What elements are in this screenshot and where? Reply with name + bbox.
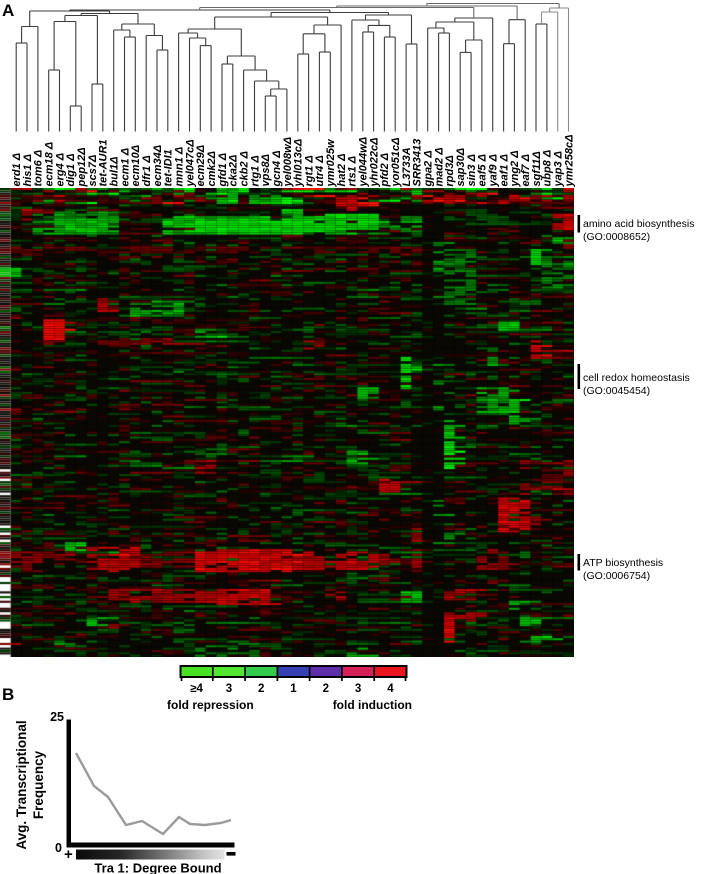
svg-text:tom6 Δ: tom6 Δ — [33, 150, 45, 187]
svg-text:pep12Δ: pep12Δ — [76, 147, 88, 187]
svg-text:gpa2 Δ: gpa2 Δ — [423, 150, 435, 187]
svg-text:tet-IDI1: tet-IDI1 — [163, 149, 175, 186]
svg-text:sin3 Δ: sin3 Δ — [466, 154, 478, 186]
svg-text:dfr1 Δ: dfr1 Δ — [141, 155, 153, 186]
svg-text:25: 25 — [50, 710, 64, 724]
svg-text:0: 0 — [55, 841, 62, 855]
svg-text:2: 2 — [323, 683, 329, 695]
svg-text:mad2 Δ: mad2 Δ — [433, 147, 445, 186]
svg-text:utr4 Δ: utr4 Δ — [314, 155, 326, 186]
svg-text:A: A — [2, 1, 14, 20]
svg-text:gfd1 Δ: gfd1 Δ — [217, 153, 229, 188]
svg-text:rpd3Δ: rpd3Δ — [444, 155, 456, 186]
svg-text:erg4 Δ: erg4 Δ — [54, 153, 66, 187]
svg-text:vps8Δ: vps8Δ — [260, 154, 272, 186]
svg-text:ecm10Δ: ecm10Δ — [130, 145, 142, 187]
svg-text:ymr258cΔ: ymr258cΔ — [563, 134, 575, 187]
svg-text:rgt1 Δ: rgt1 Δ — [303, 155, 315, 186]
svg-text:pfd2 Δ: pfd2 Δ — [379, 153, 391, 188]
svg-text:yap3 Δ: yap3 Δ — [553, 151, 565, 188]
svg-text:(GO:0008652): (GO:0008652) — [583, 231, 650, 243]
svg-text:fold induction: fold induction — [333, 698, 412, 712]
svg-text:amino acid biosynthesis: amino acid biosynthesis — [583, 218, 694, 230]
svg-text:his1 Δ: his1 Δ — [22, 154, 34, 186]
svg-text:3: 3 — [355, 683, 361, 695]
svg-text:ecm29Δ: ecm29Δ — [195, 145, 207, 187]
svg-text:yel008wΔ: yel008wΔ — [282, 137, 294, 188]
svg-text:ecm1 Δ: ecm1 Δ — [119, 148, 131, 187]
svg-text:gcn4 Δ: gcn4 Δ — [271, 150, 283, 187]
svg-text:yel044wΔ: yel044wΔ — [358, 137, 370, 188]
svg-text:bul1Δ: bul1Δ — [109, 157, 121, 187]
svg-text:yhr022cΔ: yhr022cΔ — [368, 138, 380, 188]
svg-text:mnn1 Δ: mnn1 Δ — [173, 147, 185, 187]
svg-text:Tra 1: Degree Bound: Tra 1: Degree Bound — [94, 861, 221, 874]
svg-text:yaf9 Δ: yaf9 Δ — [488, 154, 500, 187]
svg-text:sap30Δ: sap30Δ — [455, 148, 467, 187]
svg-text:sgf11Δ: sgf11Δ — [531, 151, 543, 186]
svg-text:cka2Δ: cka2Δ — [228, 155, 240, 187]
svg-text:cmk2Δ: cmk2Δ — [206, 151, 218, 187]
svg-text:fold repression: fold repression — [167, 698, 254, 712]
svg-text:eaf7 Δ: eaf7 Δ — [520, 154, 532, 186]
svg-text:(GO:0045454): (GO:0045454) — [583, 385, 650, 397]
svg-text:yng2 Δ: yng2 Δ — [509, 150, 521, 187]
svg-text:3: 3 — [226, 683, 232, 695]
svg-text:+: + — [64, 846, 73, 863]
svg-text:≥4: ≥4 — [190, 683, 203, 695]
svg-text:cell redox homeostasis: cell redox homeostasis — [583, 372, 690, 384]
svg-text:ecm34Δ: ecm34Δ — [152, 145, 164, 187]
svg-text:B: B — [2, 685, 14, 704]
svg-text:ecm18 Δ: ecm18 Δ — [44, 142, 56, 187]
svg-text:yhl013cΔ: yhl013cΔ — [293, 139, 305, 188]
svg-text:Frequency: Frequency — [31, 750, 46, 819]
svg-text:dig1 Δ: dig1 Δ — [65, 153, 77, 186]
svg-text:ckb2 Δ: ckb2 Δ — [238, 151, 250, 187]
svg-text:Avg. Transcriptional: Avg. Transcriptional — [14, 720, 29, 849]
svg-text:(GO:0006754): (GO:0006754) — [583, 570, 650, 582]
svg-text:2: 2 — [258, 683, 264, 695]
svg-text:scs7Δ: scs7Δ — [87, 155, 99, 187]
svg-text:4: 4 — [387, 683, 394, 695]
svg-text:rts1 Δ: rts1 Δ — [347, 156, 359, 187]
svg-text:tet-AUR1: tet-AUR1 — [98, 139, 110, 186]
svg-text:yel047cΔ: yel047cΔ — [184, 139, 196, 187]
svg-text:yor051cΔ: yor051cΔ — [390, 138, 402, 188]
svg-text:SRR3413: SRR3413 — [412, 139, 424, 187]
svg-text:ubp8 Δ: ubp8 Δ — [542, 150, 554, 187]
svg-text:eaf1 Δ: eaf1 Δ — [498, 154, 510, 186]
svg-text:rtg1 Δ: rtg1 Δ — [249, 155, 261, 186]
svg-text:L3733A: L3733A — [401, 147, 413, 186]
svg-text:ymr025w: ymr025w — [325, 138, 337, 188]
svg-text:eaf5 Δ: eaf5 Δ — [477, 154, 489, 186]
svg-text:hat2 Δ: hat2 Δ — [336, 153, 348, 186]
svg-text:1: 1 — [290, 683, 297, 695]
svg-text:ATP biosynthesis: ATP biosynthesis — [583, 557, 663, 569]
svg-text:erd1 Δ: erd1 Δ — [11, 153, 23, 187]
